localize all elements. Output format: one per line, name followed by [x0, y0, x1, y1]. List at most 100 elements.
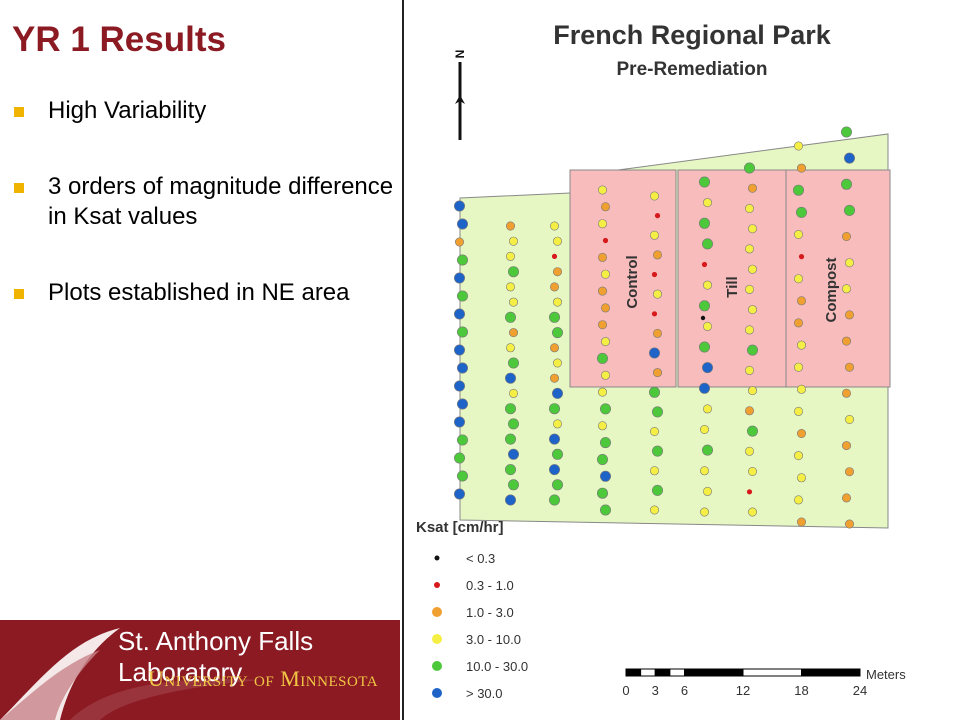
sample-point [744, 244, 754, 254]
sample-point [841, 388, 851, 398]
sample-point [746, 489, 753, 495]
sample-point [598, 320, 608, 330]
sample-point [701, 444, 713, 456]
scale-segment [654, 668, 671, 677]
bullet-marker-icon [14, 289, 24, 299]
sample-point [798, 254, 805, 260]
sample-point [702, 198, 712, 208]
sample-point [653, 289, 663, 299]
sample-point [700, 315, 706, 321]
sample-point [649, 386, 661, 398]
legend-swatch-icon [434, 582, 440, 588]
sample-point [652, 445, 664, 457]
legend-swatch-icon [432, 688, 442, 698]
sample-point [747, 305, 757, 315]
sample-point [597, 352, 609, 364]
sample-point [796, 428, 806, 438]
bullet-item: Plots established in NE area [14, 278, 399, 308]
sample-point [505, 311, 517, 323]
sample-point [744, 325, 754, 335]
sample-point [840, 178, 852, 190]
bullet-text: High Variability [48, 97, 207, 124]
sample-point [598, 421, 608, 431]
sample-point [793, 406, 803, 416]
scale-tick-label: 0 [622, 683, 629, 698]
sample-point [844, 258, 854, 268]
sample-point [843, 152, 855, 164]
bullet-list: High Variability 3 orders of magnitude d… [14, 96, 399, 354]
scale-tick-label: 12 [736, 683, 750, 698]
sample-point [653, 328, 663, 338]
sample-point [553, 419, 563, 429]
sample-point [505, 494, 517, 506]
sample-point [746, 425, 758, 437]
sample-point [649, 347, 661, 359]
sample-point [598, 387, 608, 397]
sample-point [844, 519, 854, 529]
sample-point [508, 357, 520, 369]
sample-point [453, 380, 465, 392]
sample-points [453, 126, 855, 529]
sample-point [456, 470, 468, 482]
sample-point [652, 406, 664, 418]
scale-segment [625, 668, 642, 677]
sample-point [552, 479, 564, 491]
sample-point [744, 406, 754, 416]
sample-point [601, 337, 611, 347]
sample-point [602, 237, 609, 244]
sample-point [650, 230, 660, 240]
sample-point [744, 204, 754, 214]
sample-point [746, 344, 758, 356]
sample-point [844, 467, 854, 477]
sample-point [549, 433, 561, 445]
sample-point [795, 206, 807, 218]
sample-point [509, 297, 519, 307]
sample-point [553, 267, 563, 277]
plot-control [569, 169, 677, 388]
sample-point [549, 464, 561, 476]
sample-point [796, 517, 806, 527]
legend-swatch-icon [432, 661, 442, 671]
sample-point [699, 507, 709, 517]
sample-point [456, 362, 468, 374]
sample-point [793, 318, 803, 328]
sample-point [552, 327, 564, 339]
sample-point [553, 358, 563, 368]
sample-point [600, 403, 612, 415]
sample-point [456, 290, 468, 302]
scale-tick-label: 3 [652, 683, 659, 698]
sample-point [506, 282, 516, 292]
sample-point [650, 505, 660, 515]
scale-segment [742, 668, 802, 677]
sample-point [601, 303, 611, 313]
sample-point [508, 418, 520, 430]
site-map: French Regional Park Pre-Remediation N C… [416, 20, 906, 701]
sample-point [701, 261, 708, 268]
sample-point [509, 388, 519, 398]
sample-point [453, 416, 465, 428]
bullet-marker-icon [14, 107, 24, 117]
sample-point [701, 362, 713, 374]
slide-title: YR 1 Results [12, 20, 226, 59]
sample-point [550, 343, 560, 353]
sample-point [509, 236, 519, 246]
sample-point [841, 336, 851, 346]
sample-point [701, 238, 713, 250]
sample-point [453, 308, 465, 320]
sample-point [651, 271, 658, 278]
plot-label-till: Till [724, 276, 741, 297]
sample-point [553, 236, 563, 246]
sample-point [796, 473, 806, 483]
sample-point [549, 311, 561, 323]
legend: < 0.3 0.3 - 1.0 1.0 - 3.0 3.0 - 10.0 10.0 - … [432, 551, 528, 701]
sample-point [600, 470, 612, 482]
sample-point [508, 448, 520, 460]
sample-point [793, 141, 803, 151]
sample-point [598, 185, 608, 195]
sample-point [505, 372, 517, 384]
sample-point [653, 368, 663, 378]
scale-unit-label: Meters [866, 667, 906, 682]
sample-point [844, 310, 854, 320]
river-logo-icon [0, 628, 260, 720]
slide-text-panel: YR 1 Results High Variability 3 orders o… [0, 0, 402, 720]
